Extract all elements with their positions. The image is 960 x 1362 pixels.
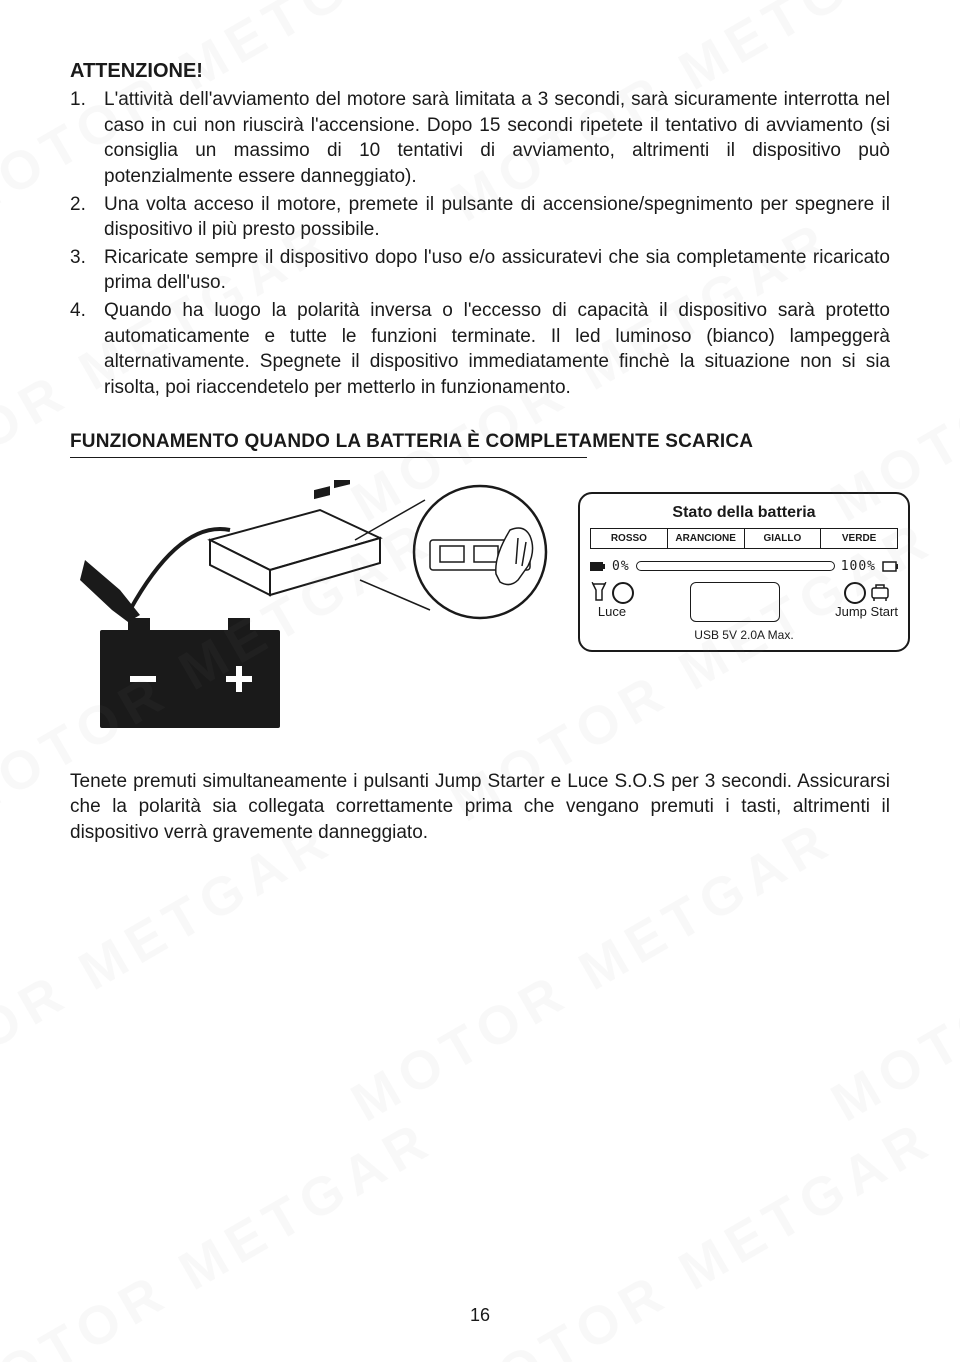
list-num: 1.	[70, 87, 104, 190]
warning-list: 1. L'attività dell'avviamento del motore…	[70, 87, 890, 401]
flashlight-icon	[590, 582, 608, 604]
list-item: 3. Ricaricate sempre il dispositivo dopo…	[70, 245, 890, 296]
legend-green: VERDE	[821, 529, 897, 548]
jumpstart-button[interactable]	[844, 582, 866, 604]
list-item: 2. Una volta acceso il motore, premete i…	[70, 192, 890, 243]
figure-row: Stato della batteria ROSSO ARANCIONE GIA…	[70, 480, 890, 745]
battery-status-panel: Stato della batteria ROSSO ARANCIONE GIA…	[578, 492, 910, 652]
charge-gauge-row: 0% 100%	[590, 559, 898, 574]
panel-title: Stato della batteria	[590, 504, 898, 522]
list-num: 4.	[70, 298, 104, 401]
list-num: 3.	[70, 245, 104, 296]
list-text: Quando ha luogo la polarità inversa o l'…	[104, 298, 890, 401]
car-engine-icon	[870, 582, 890, 604]
watermark-text: MOTOR METGAR	[821, 808, 960, 1134]
list-item: 1. L'attività dell'avviamento del motore…	[70, 87, 890, 190]
jumpstart-button-group: Jump Start	[835, 582, 898, 619]
section-divider	[70, 457, 587, 458]
light-button[interactable]	[612, 582, 634, 604]
list-text: Ricaricate sempre il dispositivo dopo l'…	[104, 245, 890, 296]
buttons-row: Luce Jump Start	[590, 582, 898, 622]
battery-full-icon	[882, 561, 898, 572]
hundred-percent: 100%	[841, 559, 876, 574]
section-title: FUNZIONAMENTO QUANDO LA BATTERIA È COMPL…	[70, 431, 890, 453]
color-legend: ROSSO ARANCIONE GIALLO VERDE	[590, 528, 898, 549]
zero-percent: 0%	[612, 559, 630, 574]
legend-orange: ARANCIONE	[668, 529, 745, 548]
status-panel-wrap: Stato della batteria ROSSO ARANCIONE GIA…	[578, 480, 910, 652]
usb-group	[690, 582, 780, 622]
warning-heading: ATTENZIONE!	[70, 60, 890, 83]
legend-yellow: GIALLO	[745, 529, 822, 548]
page-number: 16	[0, 1305, 960, 1326]
list-item: 4. Quando ha luogo la polarità inversa o…	[70, 298, 890, 401]
light-label: Luce	[598, 604, 626, 619]
watermark-text: MOTOR METGAR	[0, 808, 344, 1134]
watermark-text: MOTOR METGAR	[341, 808, 844, 1134]
usb-label: USB 5V 2.0A Max.	[590, 628, 898, 642]
usb-port	[690, 582, 780, 622]
device-illustration	[70, 480, 550, 745]
bottom-paragraph: Tenete premuti simultaneamente i pulsant…	[70, 769, 890, 846]
list-text: Una volta acceso il motore, premete il p…	[104, 192, 890, 243]
light-button-group: Luce	[590, 582, 634, 619]
jumpstart-label: Jump Start	[835, 604, 898, 619]
list-num: 2.	[70, 192, 104, 243]
battery-empty-icon	[590, 561, 606, 572]
gauge-track	[636, 561, 835, 571]
list-text: L'attività dell'avviamento del motore sa…	[104, 87, 890, 190]
legend-red: ROSSO	[591, 529, 668, 548]
